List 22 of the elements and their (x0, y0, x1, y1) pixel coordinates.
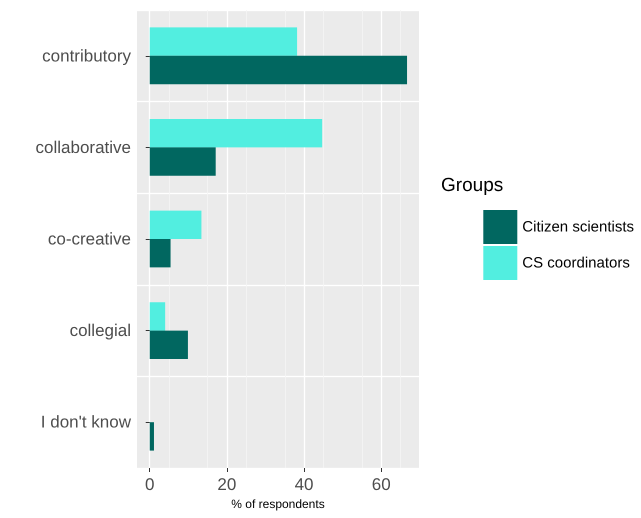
legend-title: Groups (441, 175, 504, 196)
legend-label: CS coordinators (522, 254, 630, 272)
bar (150, 422, 154, 451)
y-tick-label: collaborative (36, 138, 131, 157)
x-axis-title: % of respondents (231, 497, 325, 511)
bar (150, 56, 408, 84)
x-tick-label: 0 (144, 475, 154, 494)
x-tick-label: 20 (217, 475, 236, 494)
bar (150, 147, 216, 176)
bar (150, 119, 322, 148)
legend-label: Citizen scientists (522, 218, 634, 236)
x-tick-label: 60 (372, 475, 391, 494)
bar (150, 330, 188, 359)
y-tick-label: collegial (70, 321, 131, 340)
bar (150, 27, 298, 56)
y-tick-label: contributory (42, 46, 132, 66)
bar (150, 210, 202, 239)
bar (150, 302, 166, 331)
y-tick-label: I don't know (40, 412, 132, 432)
y-tick-label: co-creative (48, 230, 131, 248)
bar (150, 239, 171, 268)
x-tick-label: 40 (294, 475, 314, 494)
